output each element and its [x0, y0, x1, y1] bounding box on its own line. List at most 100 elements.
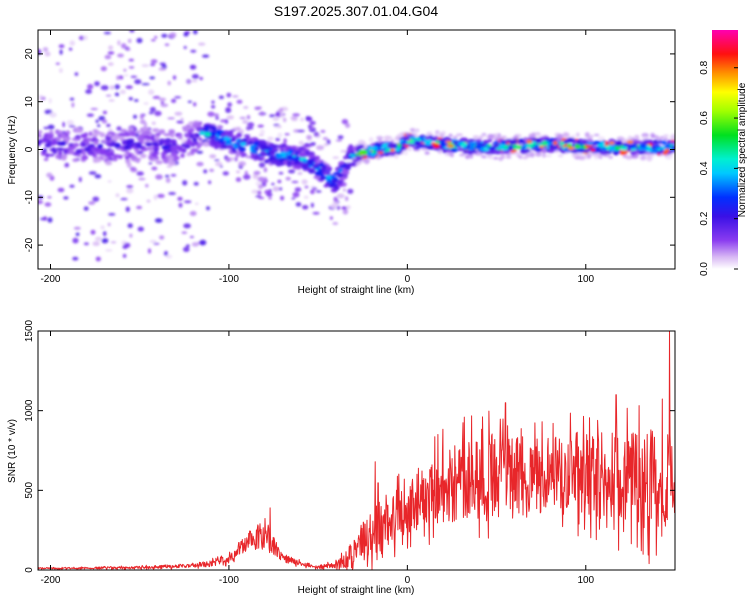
spectrogram-speckle [211, 105, 216, 109]
spectrogram-ridge-blob [140, 153, 147, 159]
spectrogram-speckle [311, 187, 318, 191]
colorbar-ticks: 0.0 0.2 0.4 0.6 0.8 [699, 60, 738, 276]
spectrogram-speckle [260, 129, 265, 135]
spectrogram-speckle [68, 47, 73, 51]
spectrogram-ridge-blob [235, 152, 240, 158]
spectrogram-speckle [189, 236, 194, 238]
spectrogram-speckle [153, 242, 160, 245]
spectrogram-ridge-blob [301, 159, 309, 163]
spectrogram-ridge-blob [156, 132, 161, 136]
spectrogram-speckle [166, 165, 172, 168]
spectrogram-speckle [257, 176, 265, 182]
spectrogram-speckle [255, 195, 262, 198]
spectrogram-speckle [481, 155, 487, 159]
spectrogram-ridge-blob [638, 150, 646, 155]
spectrogram-ridge-blob [238, 146, 246, 152]
spectrogram-speckle [220, 119, 227, 123]
spectrogram-y-tick-label: 10 [24, 96, 35, 108]
spectrogram-ridge-blob [56, 141, 62, 146]
spectrogram-speckle [108, 99, 115, 102]
spectrogram-ridge-blob [80, 133, 86, 138]
spectrogram-ridge-blob [158, 138, 166, 144]
spectrogram-ridge-blob [291, 156, 300, 162]
spectrogram-ridge-blob [475, 144, 482, 150]
spectrogram-ridge-blob [541, 148, 547, 154]
spectrogram-ridge-blob [337, 172, 343, 178]
spectrogram-ridge-blob [187, 133, 196, 137]
spectrogram-ridge-blob [520, 144, 527, 150]
spectrogram-speckle [151, 39, 156, 42]
spectrogram-speckle [147, 248, 152, 254]
spectrogram-ridge-blob [633, 139, 639, 143]
spectrogram-speckle [105, 94, 112, 97]
spectrogram-speckle [125, 85, 133, 90]
spectrogram-speckle [498, 156, 504, 161]
spectrogram-ridge-blob [507, 145, 514, 151]
spectrogram-ridge-blob [105, 136, 112, 142]
spectrogram-speckle [650, 134, 657, 139]
spectrogram-speckle [315, 190, 322, 193]
spectrogram-speckle [66, 120, 74, 126]
spectrogram-speckle [332, 156, 340, 159]
spectrogram-speckle [329, 216, 333, 220]
spectrogram-ridge-blob [308, 169, 315, 174]
spectrogram-speckle [167, 80, 171, 86]
spectrogram-speckle [558, 154, 564, 158]
snr-x-label: Height of straight line (km) [298, 585, 415, 596]
spectrogram-ridge-blob [614, 145, 621, 151]
spectrogram-speckle [285, 176, 291, 181]
spectrogram-speckle [562, 132, 570, 138]
spectrogram-speckle [97, 124, 101, 128]
spectrogram-speckle [145, 184, 149, 188]
spectrogram-speckle [409, 128, 415, 132]
spectrogram-speckle [663, 134, 669, 137]
spectrogram-speckle [117, 53, 124, 58]
spectrogram-speckle [43, 126, 49, 130]
spectrogram-ridge-blob [594, 146, 602, 150]
spectrogram-speckle [534, 133, 542, 138]
snr-y-label: SNR (10 * v/v) [7, 419, 18, 483]
spectrogram-ridge-blob [225, 142, 233, 146]
spectrogram-speckle [276, 111, 280, 116]
spectrogram-speckle [246, 126, 254, 130]
spectrogram-speckle [489, 154, 493, 160]
spectrogram-ridge-blob [639, 143, 648, 148]
spectrogram-ridge-blob [182, 127, 189, 132]
spectrogram-ridge-blob [468, 141, 476, 147]
spectrogram-ridge-blob [42, 148, 47, 153]
spectrogram-speckle [107, 222, 111, 227]
spectrogram-y-tick-label: 20 [24, 48, 35, 60]
spectrogram-ridge-blob [104, 152, 112, 158]
spectrogram-speckle [333, 196, 338, 202]
spectrogram-ridge-blob [494, 142, 500, 148]
spectrogram-speckle [288, 169, 296, 174]
spectrogram-speckle [165, 174, 170, 178]
spectrogram-speckle [87, 83, 94, 90]
spectrogram-ridge-blob [145, 147, 154, 151]
spectrogram-speckle [102, 231, 107, 237]
spectrogram-ridge-blob [395, 147, 400, 152]
spectrogram-speckle [501, 135, 507, 138]
spectrogram-speckle [274, 125, 280, 129]
spectrogram-speckle [314, 133, 320, 137]
snr-x-tick-label: 100 [577, 575, 594, 586]
spectrogram-ridge-blob [586, 141, 594, 146]
spectrogram-ridge-blob [576, 139, 581, 145]
spectrogram-speckle [133, 114, 137, 119]
spectrogram-speckle [330, 203, 338, 209]
spectrogram-ridge-blob [48, 135, 53, 140]
spectrogram-ridge-blob [656, 150, 664, 154]
spectrogram-speckle [263, 167, 268, 173]
spectrogram-speckle [544, 154, 553, 157]
spectrogram-ridge-blob [333, 186, 340, 191]
spectrogram-ridge-blob [265, 145, 270, 151]
spectrogram-speckle [183, 246, 190, 252]
spectrogram-speckle [196, 150, 203, 154]
spectrogram-ridge-blob [48, 153, 55, 157]
spectrogram-speckle [359, 139, 364, 145]
spectrogram-speckle [301, 179, 308, 185]
spectrogram-ridge-blob [143, 131, 152, 134]
spectrogram-ridge-blob [587, 139, 593, 142]
spectrogram-speckle [335, 139, 343, 142]
